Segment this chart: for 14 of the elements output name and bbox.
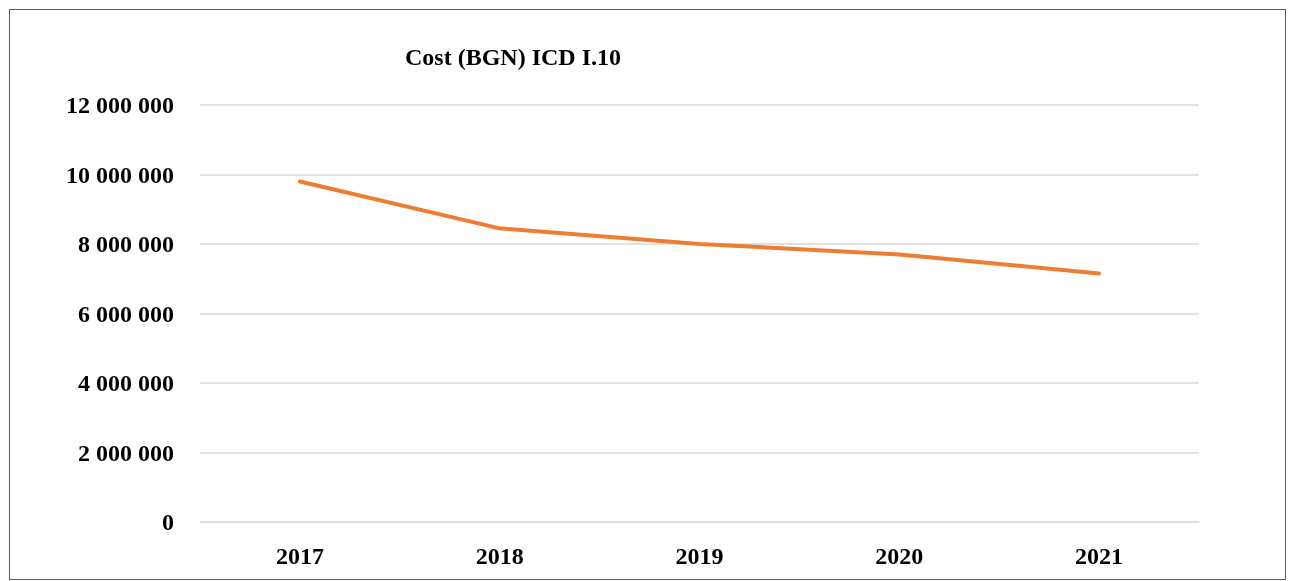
- y-tick-label: 4 000 000: [78, 370, 174, 396]
- y-tick-label: 10 000 000: [66, 161, 174, 188]
- x-tick-label: 2021: [1075, 543, 1124, 569]
- y-tick-label: 6 000 000: [78, 300, 174, 327]
- y-tick-label: 8 000 000: [78, 231, 174, 257]
- chart-title: Cost (BGN) ICD I.10: [405, 44, 621, 70]
- y-tick-label: 0: [162, 509, 174, 535]
- y-tick-label: 12 000 000: [66, 92, 174, 118]
- line-series: [297, 179, 1102, 276]
- x-tick-label: 2019: [675, 543, 724, 569]
- y-tick-label: 2 000 000: [78, 439, 174, 466]
- x-tick-label: 2018: [475, 543, 524, 569]
- x-tick-label: 2020: [875, 543, 924, 569]
- x-tick-label: 2017: [275, 543, 324, 569]
